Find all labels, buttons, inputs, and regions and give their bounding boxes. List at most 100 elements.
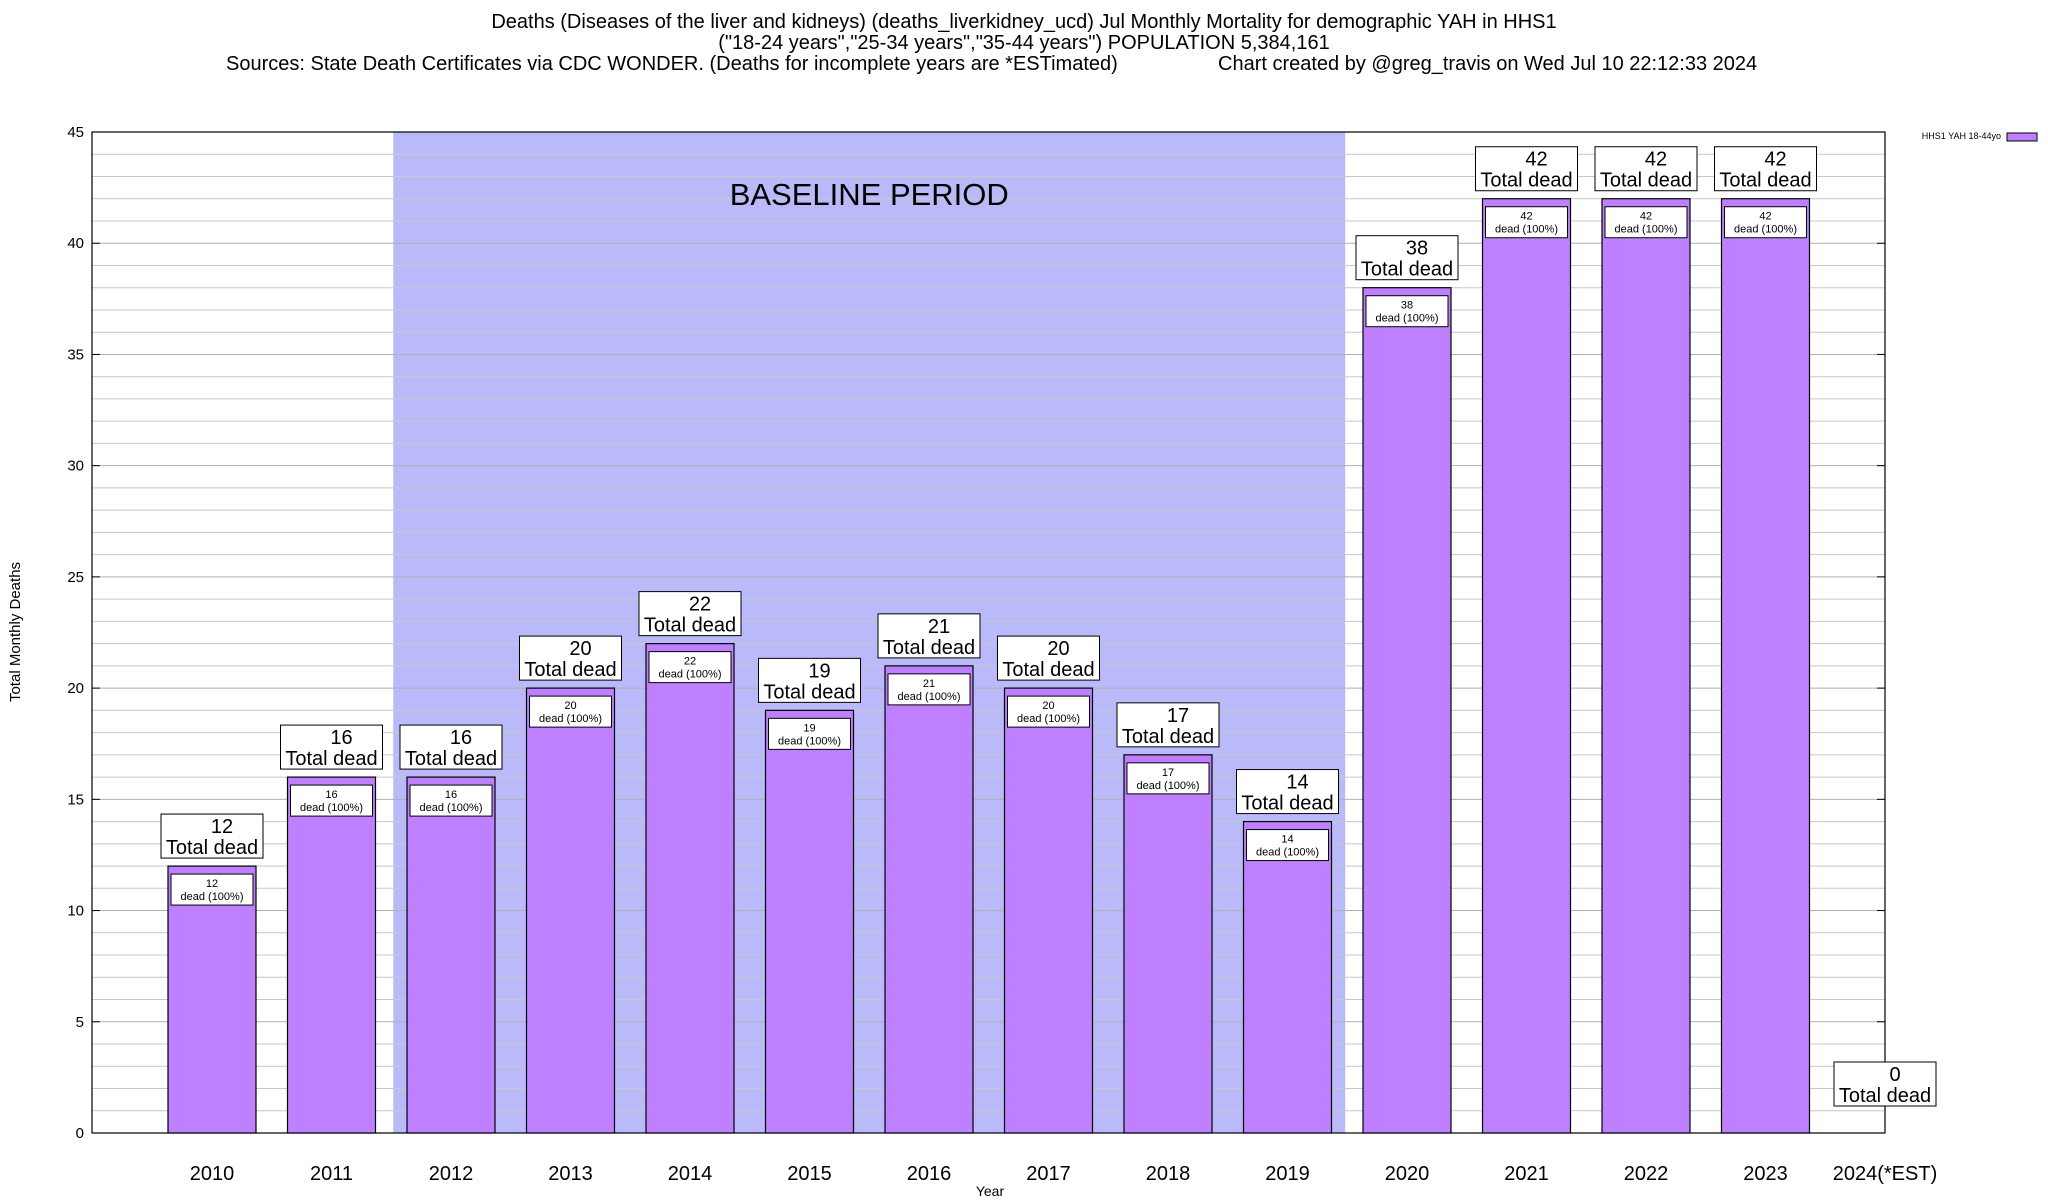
total-label-text: Total dead	[166, 837, 258, 859]
chart-title-line-2: ("18-24 years","25-34 years","35-44 year…	[718, 32, 1330, 54]
y-axis-label: Total Monthly Deaths	[7, 562, 24, 702]
bar	[1481, 198, 1572, 1134]
total-label-text: Total dead	[1480, 170, 1572, 192]
inner-label-text: dead (100%)	[181, 891, 244, 903]
inner-label-box	[1126, 762, 1210, 795]
total-label-text: Total dead	[763, 681, 855, 703]
total-label-value: 19	[808, 660, 830, 682]
inner-label-value: 22	[684, 656, 696, 668]
x-tick-label: 2020	[1385, 1163, 1430, 1185]
inner-label-text: dead (100%)	[300, 802, 363, 814]
inner-label-box	[1246, 829, 1329, 862]
bar	[1362, 287, 1452, 1134]
chart-source-note: Sources: State Death Certificates via CD…	[226, 53, 1118, 75]
y-tick-label: 45	[67, 124, 84, 141]
inner-label-text: dead (100%)	[1137, 780, 1200, 792]
total-label-value: 17	[1167, 705, 1189, 727]
x-tick-label: 2016	[907, 1163, 952, 1185]
total-label-value: 20	[1047, 638, 1069, 660]
total-label-text: Total dead	[1719, 170, 1811, 192]
inner-label-text: dead (100%)	[1615, 224, 1678, 236]
x-axis-label: Year	[976, 1183, 1005, 1199]
inner-label-box	[1365, 295, 1449, 328]
y-tick-label: 10	[67, 903, 84, 920]
x-tick-label: 2018	[1146, 1163, 1191, 1185]
x-tick-label: 2021	[1504, 1163, 1549, 1185]
total-label-value: 38	[1406, 238, 1428, 260]
bar	[1601, 198, 1691, 1134]
total-label-box	[1236, 769, 1339, 815]
bar	[167, 865, 257, 1134]
inner-label-box	[1007, 695, 1090, 728]
total-label-text: Total dead	[1361, 259, 1453, 281]
inner-label-value: 42	[1640, 211, 1652, 223]
total-label-text: Total dead	[883, 637, 975, 659]
baseline-label: BASELINE PERIOD	[730, 177, 1009, 212]
bar	[884, 665, 974, 1134]
total-label-text: Total dead	[1839, 1085, 1931, 1107]
inner-label-text: dead (100%)	[1734, 224, 1797, 236]
inner-label-value: 42	[1520, 211, 1532, 223]
inner-label-value: 38	[1401, 300, 1413, 312]
inner-label-box	[290, 784, 373, 817]
inner-label-box	[648, 651, 732, 684]
y-tick-label: 35	[67, 346, 84, 363]
total-label-box	[638, 591, 742, 637]
plot-frame	[91, 131, 1886, 1134]
x-tick-label: 2023	[1743, 1163, 1788, 1185]
x-tick-label: 2022	[1624, 1163, 1669, 1185]
total-label-text: Total dead	[524, 659, 616, 681]
bar	[645, 643, 735, 1134]
legend-swatch	[2006, 132, 2038, 142]
inner-label-value: 14	[1281, 834, 1293, 846]
x-tick-label: 2019	[1265, 1163, 1310, 1185]
x-tick-label: 2012	[429, 1163, 474, 1185]
total-label-value: 12	[211, 816, 233, 838]
inner-label-value: 16	[445, 789, 457, 801]
bar	[1242, 820, 1333, 1134]
inner-label-value: 42	[1759, 211, 1771, 223]
y-tick-label: 40	[67, 235, 84, 252]
total-label-value: 42	[1525, 149, 1547, 171]
y-tick-label: 30	[67, 458, 84, 475]
total-label-text: Total dead	[1002, 659, 1094, 681]
total-label-value: 20	[569, 638, 591, 660]
bar	[286, 776, 377, 1134]
inner-label-value: 17	[1162, 767, 1174, 779]
inner-label-box	[1485, 206, 1568, 239]
x-tick-label: 2024(*EST)	[1833, 1163, 1938, 1185]
inner-label-text: dead (100%)	[1256, 847, 1319, 859]
total-label-box	[160, 813, 264, 859]
bar	[525, 687, 616, 1134]
bar	[1003, 687, 1094, 1134]
x-tick-label: 2015	[787, 1163, 832, 1185]
y-tick-label: 25	[67, 569, 84, 586]
bar	[764, 709, 855, 1134]
total-label-value: 21	[928, 616, 950, 638]
inner-label-box	[170, 873, 254, 906]
inner-label-text: dead (100%)	[539, 713, 602, 725]
total-label-box	[997, 635, 1100, 681]
x-tick-label: 2013	[548, 1163, 593, 1185]
x-tick-label: 2011	[310, 1163, 353, 1185]
inner-label-box	[768, 717, 851, 750]
inner-label-value: 19	[803, 722, 815, 734]
chart-credit-note: Chart created by @greg_travis on Wed Jul…	[1218, 53, 1758, 75]
inner-label-text: dead (100%)	[420, 802, 483, 814]
inner-label-text: dead (100%)	[898, 691, 961, 703]
bar	[1720, 198, 1811, 1134]
total-label-box	[519, 635, 622, 681]
chart-title-line-1: Deaths (Diseases of the liver and kidney…	[491, 11, 1557, 33]
total-label-box	[758, 657, 861, 703]
total-label-text: Total dead	[405, 748, 497, 770]
inner-label-text: dead (100%)	[1376, 313, 1439, 325]
total-label-value: 22	[689, 594, 711, 616]
y-tick-label: 15	[67, 791, 84, 808]
chart-title: Deaths (Diseases of the liver and kidney…	[0, 12, 2048, 76]
total-label-text: Total dead	[644, 615, 736, 637]
inner-label-box	[1604, 206, 1688, 239]
inner-label-value: 20	[1042, 700, 1054, 712]
inner-label-box	[529, 695, 612, 728]
total-label-value: 14	[1286, 772, 1308, 794]
total-label-box	[1714, 146, 1817, 192]
